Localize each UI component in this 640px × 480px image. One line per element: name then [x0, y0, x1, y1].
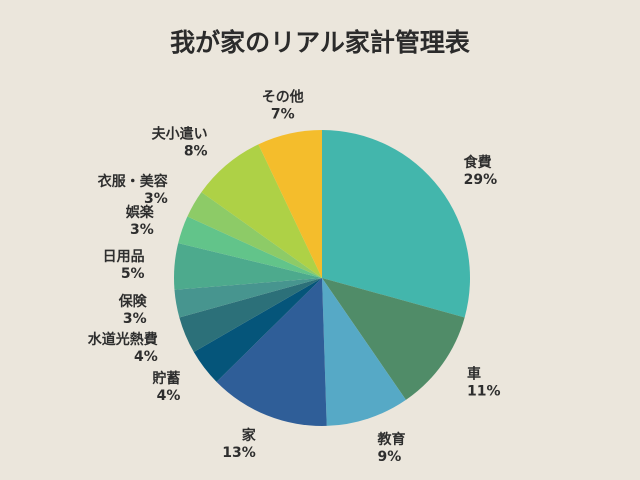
slice-percent-label: 13%: [222, 445, 256, 461]
pie-slice-0: [322, 130, 471, 318]
slice-percent-label: 29%: [464, 172, 498, 188]
slice-label-10: 夫小遣い 8%: [152, 126, 208, 160]
slice-label-1: 車 11%: [467, 365, 501, 399]
pie-slice-11: [258, 130, 322, 278]
slice-percent-label: 3%: [144, 191, 168, 207]
slice-percent-label: 11%: [467, 383, 501, 399]
pie-slice-9: [187, 192, 322, 278]
slice-label-0: 食費 29%: [464, 154, 498, 188]
pie-slice-7: [174, 243, 322, 290]
slice-category-label: 車: [467, 365, 481, 382]
pie-slice-4: [193, 278, 322, 382]
slice-category-label: 食費: [464, 154, 492, 171]
pie-slice-6: [174, 278, 322, 318]
slice-category-label: その他: [262, 88, 304, 105]
slice-category-label: 衣服・美容: [98, 173, 168, 190]
slice-percent-label: 5%: [121, 266, 145, 282]
slice-label-8: 娯楽 3%: [126, 204, 155, 238]
slice-percent-label: 7%: [271, 106, 295, 122]
pie-slice-8: [178, 216, 322, 278]
slice-percent-label: 4%: [157, 388, 181, 404]
slice-category-label: 日用品: [103, 249, 145, 265]
slice-category-label: 水道光熱費: [88, 331, 158, 348]
pie-slice-1: [322, 278, 465, 400]
pie-slice-10: [201, 144, 322, 278]
slice-category-label: 家: [242, 427, 257, 444]
chart-title: 我が家のリアル家計管理表: [170, 28, 471, 57]
slice-labels: 食費 29%車 11%教育 9%家 13%貯蓄 4%水道光熱費 4%保険 3%日用品 5%娯楽 3…: [88, 88, 501, 465]
pie-slice-5: [179, 278, 322, 352]
slice-label-11: その他 7%: [262, 88, 304, 122]
pie-slice-2: [322, 278, 406, 426]
pie-slice-3: [216, 278, 327, 427]
slice-label-3: 家 13%: [222, 427, 257, 461]
slice-percent-label: 9%: [378, 449, 402, 465]
slice-category-label: 娯楽: [126, 204, 155, 221]
slice-category-label: 保険: [118, 293, 148, 310]
slice-percent-label: 8%: [184, 144, 208, 160]
slice-percent-label: 4%: [134, 349, 158, 365]
slice-label-7: 日用品 5%: [103, 249, 145, 282]
slice-category-label: 教育: [378, 431, 406, 448]
slice-label-2: 教育 9%: [378, 431, 406, 465]
slice-label-5: 水道光熱費 4%: [88, 331, 158, 365]
slice-label-6: 保険 3%: [118, 293, 148, 327]
slice-category-label: 夫小遣い: [152, 126, 208, 143]
slice-label-9: 衣服・美容 3%: [98, 173, 168, 207]
slice-category-label: 貯蓄: [152, 370, 180, 387]
pie-slices: [174, 130, 471, 427]
slice-percent-label: 3%: [123, 311, 147, 327]
slice-percent-label: 3%: [130, 222, 154, 238]
slice-label-4: 貯蓄 4%: [152, 370, 180, 404]
